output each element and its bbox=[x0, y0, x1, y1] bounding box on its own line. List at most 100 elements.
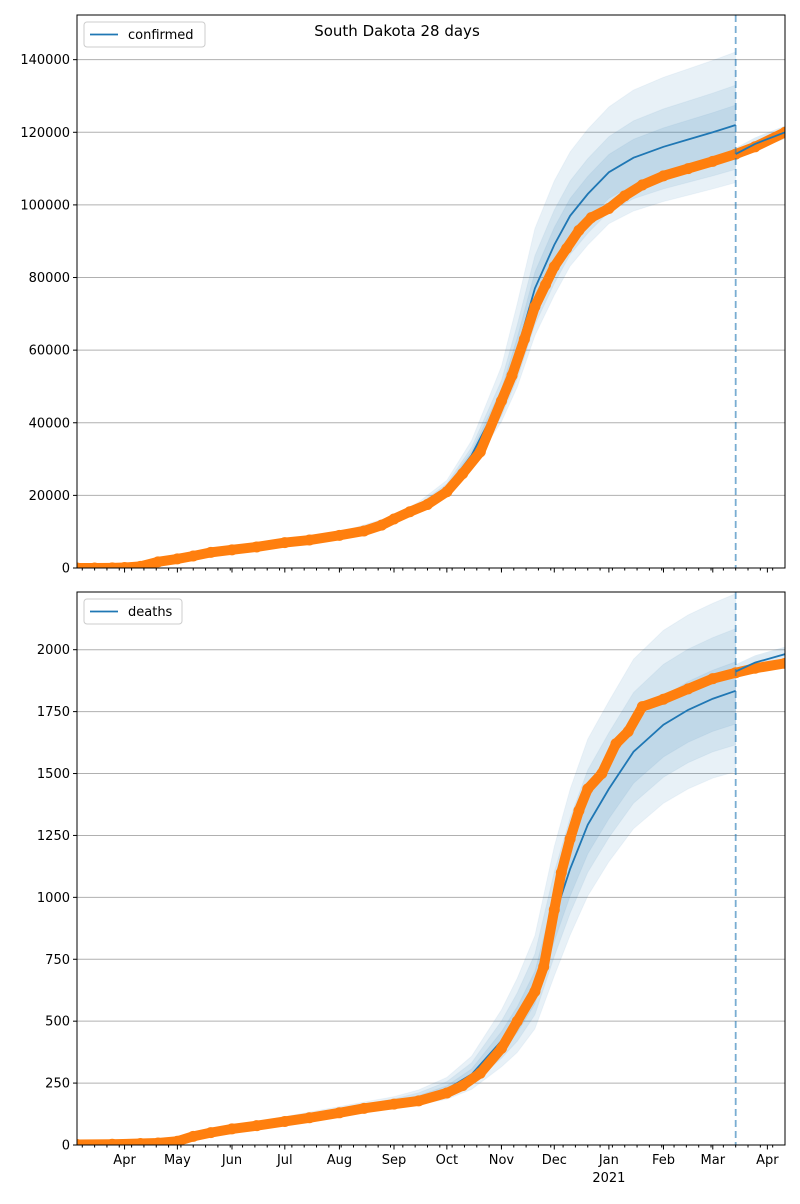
confidence-band-inner bbox=[77, 661, 737, 1145]
observed-point bbox=[529, 301, 541, 313]
observed-point bbox=[171, 1135, 183, 1145]
observed-point bbox=[749, 662, 761, 674]
observed-point bbox=[529, 985, 541, 997]
x-tick-label: Apr bbox=[756, 1153, 779, 1168]
observed-point bbox=[404, 506, 416, 518]
projection-line bbox=[735, 653, 785, 673]
x-tick-label: Nov bbox=[489, 1153, 515, 1168]
observed-point bbox=[596, 768, 608, 780]
observed-point bbox=[152, 556, 164, 568]
observed-point bbox=[358, 525, 370, 537]
observed-point bbox=[376, 519, 388, 531]
y-tick-label: 100000 bbox=[20, 198, 70, 213]
observed-point bbox=[573, 805, 585, 817]
y-tick-label: 2000 bbox=[37, 643, 70, 658]
observed-point bbox=[682, 163, 694, 175]
observed-point bbox=[622, 725, 634, 737]
y-tick-label: 750 bbox=[45, 953, 70, 968]
y-tick-label: 1500 bbox=[37, 767, 70, 782]
observed-point bbox=[187, 1130, 199, 1142]
plot-area bbox=[77, 15, 785, 568]
observed-point bbox=[573, 224, 585, 236]
y-tick-label: 250 bbox=[45, 1077, 70, 1092]
y-tick-label: 1250 bbox=[37, 829, 70, 844]
observed-point bbox=[779, 126, 785, 138]
observed-point bbox=[548, 904, 560, 916]
observed-point bbox=[187, 550, 199, 562]
observed-point bbox=[413, 1095, 425, 1107]
y-tick-label: 500 bbox=[45, 1015, 70, 1030]
observed-point bbox=[603, 203, 615, 215]
observed-point bbox=[251, 1120, 263, 1132]
y-tick-label: 1750 bbox=[37, 705, 70, 720]
observed-point bbox=[779, 657, 785, 669]
x-tick-label: May bbox=[164, 1153, 191, 1168]
observed-point bbox=[682, 683, 694, 695]
observed-point bbox=[506, 370, 518, 382]
observed-point bbox=[421, 498, 433, 510]
observed-point bbox=[251, 541, 263, 553]
observed-point bbox=[171, 553, 183, 565]
observed-point bbox=[303, 534, 315, 546]
chart-title: South Dakota 28 days bbox=[314, 22, 480, 40]
y-tick-label: 120000 bbox=[20, 126, 70, 141]
x-tick-label: Oct bbox=[436, 1153, 458, 1168]
y-tick-label: 140000 bbox=[20, 53, 70, 68]
observed-point bbox=[539, 279, 551, 291]
observed-point bbox=[226, 544, 238, 556]
x-tick-label: Dec bbox=[542, 1153, 567, 1168]
observed-point bbox=[77, 562, 83, 568]
legend-box bbox=[83, 21, 206, 48]
y-tick-label: 60000 bbox=[29, 344, 70, 359]
observed-point bbox=[474, 446, 486, 458]
observed-point bbox=[561, 242, 573, 254]
axes-confirmed: 0 20000 40000 60000 80000 100000 120000 140000 S… bbox=[20, 14, 786, 577]
observed-point bbox=[457, 1080, 469, 1092]
observed-trace bbox=[77, 127, 785, 568]
observed-point bbox=[134, 1138, 146, 1145]
observed-point bbox=[77, 1139, 83, 1145]
observed-point bbox=[89, 562, 101, 568]
observed-point bbox=[636, 179, 648, 191]
observed-point bbox=[585, 212, 597, 224]
plot-area bbox=[77, 592, 785, 1145]
observed-point bbox=[106, 562, 118, 568]
observed-point bbox=[636, 701, 648, 713]
x-tick-label: Mar bbox=[701, 1153, 726, 1168]
axes-frame bbox=[76, 591, 786, 1146]
observed-point bbox=[134, 560, 146, 568]
y-tick-label: 40000 bbox=[29, 416, 70, 431]
observed-point bbox=[707, 155, 719, 167]
confidence-band-outer bbox=[77, 592, 737, 1145]
observed-point bbox=[495, 395, 507, 407]
y-tick-label: 80000 bbox=[29, 271, 70, 286]
y-tick-label: 20000 bbox=[29, 489, 70, 504]
x-tick-label: Sep bbox=[382, 1153, 407, 1168]
legend-box bbox=[83, 598, 183, 625]
observed-point bbox=[518, 333, 530, 345]
legend: deaths bbox=[83, 598, 183, 625]
observed-point bbox=[749, 141, 761, 153]
observed-point bbox=[548, 261, 560, 273]
observed-point bbox=[582, 783, 594, 795]
observed-point bbox=[226, 1123, 238, 1135]
observed-point bbox=[511, 1015, 523, 1027]
observed-point bbox=[119, 562, 131, 568]
observed-point bbox=[333, 1107, 345, 1119]
legend-label: deaths bbox=[128, 605, 173, 620]
x-tick-label: Feb bbox=[652, 1153, 675, 1168]
y-tick-label: 0 bbox=[62, 562, 70, 577]
observed-point bbox=[707, 673, 719, 685]
projection-line bbox=[735, 131, 785, 155]
observed-point bbox=[358, 1102, 370, 1114]
observed-point bbox=[441, 1087, 453, 1099]
observed-point bbox=[388, 1098, 400, 1110]
observed-point bbox=[441, 486, 453, 498]
x-tick-label: Jul bbox=[276, 1153, 293, 1168]
observed-point bbox=[279, 537, 291, 549]
x-year-label: 2021 bbox=[592, 1171, 625, 1186]
axes-deaths: 0 250 500 750 1000 1250 1500 1750 2000 Apr May Jun J… bbox=[37, 591, 786, 1186]
observed-point bbox=[564, 833, 576, 845]
observed-point bbox=[152, 1137, 164, 1145]
